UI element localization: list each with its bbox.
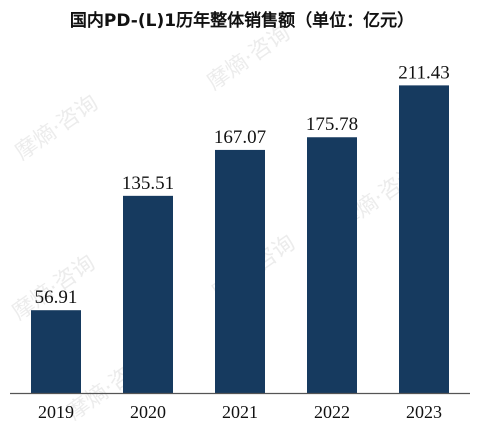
x-tick-label-2023: 2023: [406, 402, 442, 422]
data-label-2023: 211.43: [398, 62, 450, 83]
bar-2023: [399, 85, 449, 393]
data-label-2020: 135.51: [122, 173, 174, 194]
data-label-2019: 56.91: [35, 287, 78, 308]
data-label-2021: 167.07: [214, 127, 266, 148]
x-tick-label-2022: 2022: [314, 402, 350, 422]
bar-2021: [215, 149, 265, 393]
data-label-2022: 175.78: [306, 114, 358, 135]
bar-2022: [307, 137, 357, 393]
x-tick-label-2021: 2021: [222, 402, 258, 422]
bar-2019: [31, 310, 81, 393]
x-tick-label-2020: 2020: [130, 402, 166, 422]
bar-2020: [123, 195, 173, 393]
chart-title: 国内PD-(L)1历年整体销售额（单位：亿元）: [69, 11, 415, 31]
x-tick-label-2019: 2019: [38, 402, 74, 422]
